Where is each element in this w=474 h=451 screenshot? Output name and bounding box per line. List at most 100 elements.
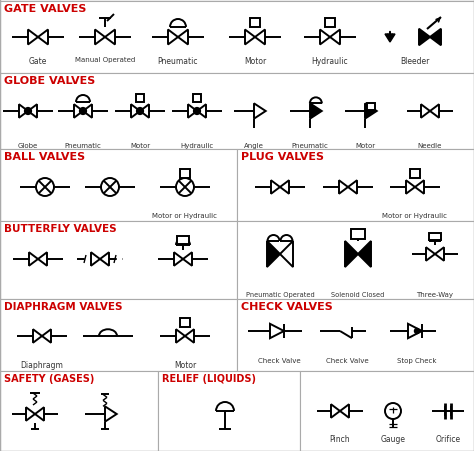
Polygon shape xyxy=(140,105,149,119)
Text: Three-Way: Three-Way xyxy=(417,291,454,297)
Bar xyxy=(237,150,474,221)
Text: Globe: Globe xyxy=(18,143,38,149)
Bar xyxy=(180,318,190,327)
Text: Orifice: Orifice xyxy=(436,434,461,443)
Polygon shape xyxy=(310,104,322,120)
Circle shape xyxy=(80,108,86,115)
Polygon shape xyxy=(19,105,28,119)
Text: Motor: Motor xyxy=(244,57,266,66)
Text: Pneumatic: Pneumatic xyxy=(158,57,198,66)
Polygon shape xyxy=(430,30,441,46)
Polygon shape xyxy=(348,181,357,194)
Polygon shape xyxy=(29,253,38,266)
Polygon shape xyxy=(270,324,284,338)
Circle shape xyxy=(36,179,54,197)
Polygon shape xyxy=(255,30,265,46)
Polygon shape xyxy=(168,30,178,46)
Polygon shape xyxy=(340,405,349,418)
Text: Manual Operated: Manual Operated xyxy=(75,57,135,63)
Polygon shape xyxy=(365,104,377,120)
Polygon shape xyxy=(35,407,44,421)
Circle shape xyxy=(176,179,194,197)
Polygon shape xyxy=(33,330,42,343)
Polygon shape xyxy=(426,248,435,261)
Bar xyxy=(410,170,420,179)
Bar xyxy=(237,299,474,371)
Circle shape xyxy=(193,108,201,115)
Text: BUTTERFLY VALVES: BUTTERFLY VALVES xyxy=(4,224,117,234)
Bar xyxy=(192,95,201,103)
Text: Check Valve: Check Valve xyxy=(258,357,301,363)
Polygon shape xyxy=(131,105,140,119)
Text: Gate: Gate xyxy=(29,57,47,66)
Text: Solenoid Closed: Solenoid Closed xyxy=(331,291,385,297)
Text: Motor: Motor xyxy=(174,360,196,369)
Polygon shape xyxy=(339,181,348,194)
Polygon shape xyxy=(358,241,371,267)
Text: Angle: Angle xyxy=(244,143,264,149)
Text: Hydraulic: Hydraulic xyxy=(312,57,348,66)
Bar xyxy=(300,371,474,451)
Polygon shape xyxy=(183,253,192,266)
Polygon shape xyxy=(320,30,330,46)
Circle shape xyxy=(385,403,401,419)
Polygon shape xyxy=(174,253,183,266)
Bar xyxy=(0,150,237,221)
Text: Pneumatic: Pneumatic xyxy=(64,143,101,149)
Bar xyxy=(177,236,189,244)
Bar xyxy=(237,221,474,299)
Polygon shape xyxy=(271,181,280,194)
Polygon shape xyxy=(105,30,115,46)
Text: Hydraulic: Hydraulic xyxy=(181,143,214,149)
Polygon shape xyxy=(185,330,194,343)
Text: Motor or Hydraulic: Motor or Hydraulic xyxy=(383,212,447,219)
Text: Motor: Motor xyxy=(130,143,150,149)
Bar xyxy=(0,2,474,74)
Polygon shape xyxy=(415,181,424,194)
Polygon shape xyxy=(345,241,358,267)
Circle shape xyxy=(25,108,31,115)
Polygon shape xyxy=(91,253,100,266)
Polygon shape xyxy=(435,248,444,261)
Bar xyxy=(180,170,190,179)
Polygon shape xyxy=(197,105,206,119)
Text: Gauge: Gauge xyxy=(381,434,405,443)
Polygon shape xyxy=(419,30,430,46)
Circle shape xyxy=(137,108,144,115)
Text: Check Valve: Check Valve xyxy=(326,357,368,363)
Polygon shape xyxy=(385,35,395,43)
Bar xyxy=(0,299,237,371)
Polygon shape xyxy=(100,253,109,266)
Text: Motor: Motor xyxy=(355,143,375,149)
Polygon shape xyxy=(408,324,422,338)
Bar xyxy=(0,74,474,150)
Polygon shape xyxy=(38,30,48,46)
Polygon shape xyxy=(26,407,35,421)
Bar xyxy=(367,104,375,111)
Text: Pneumatic Operated: Pneumatic Operated xyxy=(246,291,314,297)
Polygon shape xyxy=(280,241,293,267)
Bar xyxy=(0,221,237,299)
Polygon shape xyxy=(95,30,105,46)
Text: PLUG VALVES: PLUG VALVES xyxy=(241,152,324,161)
Polygon shape xyxy=(430,105,439,119)
Text: RELIEF (LIQUIDS): RELIEF (LIQUIDS) xyxy=(162,373,256,383)
Polygon shape xyxy=(331,405,340,418)
Polygon shape xyxy=(421,105,430,119)
Polygon shape xyxy=(330,30,340,46)
Circle shape xyxy=(414,329,419,334)
Text: GLOBE VALVES: GLOBE VALVES xyxy=(4,76,95,86)
Text: DIAPHRAGM VALVES: DIAPHRAGM VALVES xyxy=(4,301,122,311)
Polygon shape xyxy=(188,105,197,119)
Bar xyxy=(351,230,365,239)
Bar xyxy=(158,371,300,451)
Polygon shape xyxy=(74,105,83,119)
Polygon shape xyxy=(267,241,280,267)
Bar xyxy=(250,19,260,28)
Polygon shape xyxy=(178,30,188,46)
Polygon shape xyxy=(280,181,289,194)
Text: BALL VALVES: BALL VALVES xyxy=(4,152,85,161)
Bar xyxy=(136,95,145,103)
Text: CHECK VALVES: CHECK VALVES xyxy=(241,301,333,311)
Text: Needle: Needle xyxy=(418,143,442,149)
